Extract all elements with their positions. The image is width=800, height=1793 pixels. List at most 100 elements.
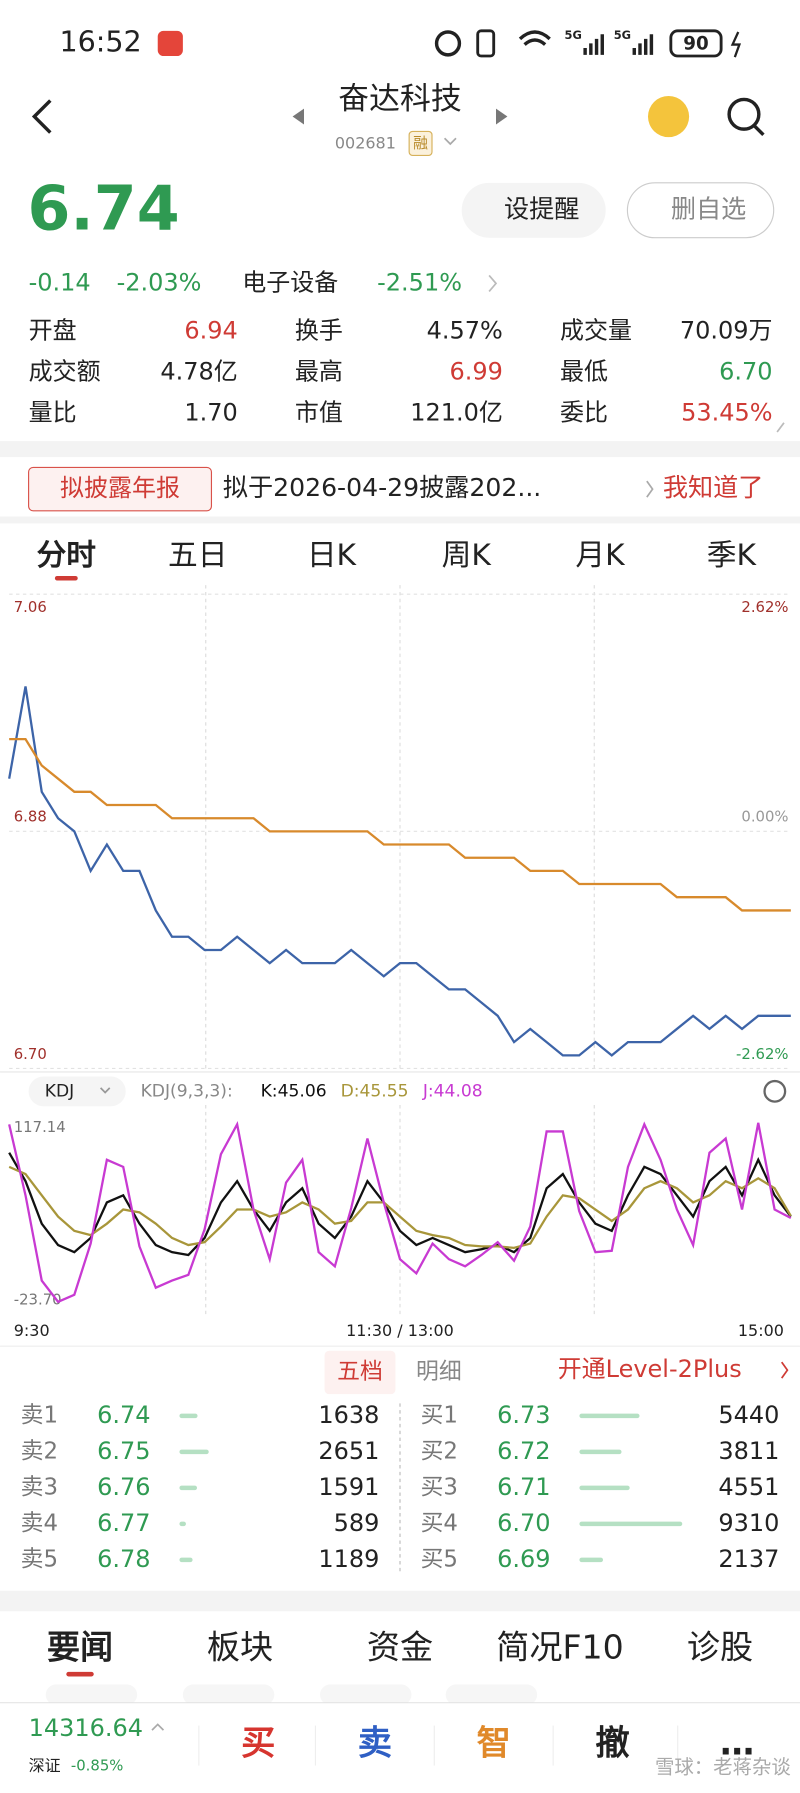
stat-value: 70.09万 xyxy=(680,316,773,344)
y-tick-label: 117.14 xyxy=(14,1118,66,1136)
stock-name: 奋达科技 xyxy=(338,81,461,117)
alert-button[interactable] xyxy=(461,182,606,238)
book-tab-box[interactable] xyxy=(324,1350,396,1395)
book-volume: 1189 xyxy=(318,1545,379,1573)
expand-icon[interactable] xyxy=(776,422,785,433)
series-line xyxy=(9,737,791,912)
book-price: 6.77 xyxy=(97,1509,150,1537)
volume-bar xyxy=(179,1557,193,1563)
stat-value: 6.94 xyxy=(184,316,237,344)
prev-stock[interactable] xyxy=(292,108,305,125)
volume-bar xyxy=(579,1521,683,1527)
index-name: 深证 xyxy=(29,1756,61,1775)
chart-tabs: 分时 五日 日K 周K 月K 季K xyxy=(37,538,758,581)
volume-bar xyxy=(179,1449,209,1455)
sub-pill xyxy=(445,1684,538,1706)
trade-action[interactable]: 买 xyxy=(241,1724,275,1764)
sector-arrow[interactable] xyxy=(488,274,498,292)
mascot-icon[interactable] xyxy=(647,95,690,138)
search-handle xyxy=(753,124,765,137)
remove-watch-button[interactable] xyxy=(626,182,775,239)
stat-label: 量比 xyxy=(29,399,77,427)
volume-bar xyxy=(579,1485,630,1491)
next-stock[interactable] xyxy=(495,108,508,125)
stat-label: 市值 xyxy=(295,399,343,427)
book-volume: 5440 xyxy=(718,1401,779,1429)
legend-entry: K:45.06 xyxy=(261,1081,327,1101)
index-value: 14316.64 xyxy=(29,1714,143,1742)
y2-tick-label: 2.62% xyxy=(741,598,788,616)
battery-icon xyxy=(669,29,723,58)
stat-label: 最低 xyxy=(560,358,608,386)
book-price: 6.75 xyxy=(97,1437,150,1465)
book-price: 6.72 xyxy=(497,1437,550,1465)
news-tab[interactable]: 简况F10 xyxy=(496,1628,623,1667)
trade-action[interactable]: … xyxy=(720,1724,754,1764)
stock-code: 002681 xyxy=(335,133,396,152)
sub-pill xyxy=(320,1684,412,1706)
chart-tab[interactable]: 分时 xyxy=(37,538,97,573)
chart-tab[interactable]: 五日 xyxy=(168,538,227,573)
indicator-selector-box[interactable] xyxy=(28,1076,126,1107)
index-arrow[interactable] xyxy=(151,1723,165,1731)
divider xyxy=(0,516,800,524)
app-icon xyxy=(157,30,183,56)
trade-action[interactable]: 卖 xyxy=(358,1724,392,1764)
y-tick-label: -23.70 xyxy=(14,1290,62,1308)
news-tab[interactable]: 板块 xyxy=(207,1628,273,1667)
battery-level: 90 xyxy=(683,34,708,55)
book-volume: 9310 xyxy=(718,1509,779,1537)
back-button[interactable] xyxy=(31,99,52,134)
volume-bar xyxy=(179,1485,198,1491)
book-level: 买3 xyxy=(421,1474,458,1500)
search-button[interactable] xyxy=(727,97,761,131)
book-volume: 1591 xyxy=(318,1473,379,1501)
book-level: 买5 xyxy=(421,1546,458,1572)
margin-tag-box xyxy=(408,130,433,156)
tab-indicator xyxy=(54,575,78,581)
selector-arrow xyxy=(99,1087,111,1094)
trade-action[interactable]: 撤 xyxy=(595,1724,629,1764)
book-price: 6.71 xyxy=(497,1473,550,1501)
vibrate-icon xyxy=(476,29,496,58)
news-tab[interactable]: 要闻 xyxy=(47,1628,113,1667)
notice-arrow xyxy=(646,480,654,498)
book-level: 买2 xyxy=(421,1438,458,1464)
y-tick-label: 6.88 xyxy=(14,808,47,826)
legend-entry: D:45.55 xyxy=(341,1081,409,1101)
stat-label: 换手 xyxy=(295,316,343,344)
volume-bar xyxy=(179,1413,198,1419)
dropdown-icon[interactable] xyxy=(443,137,457,146)
book-volume: 3811 xyxy=(718,1437,779,1465)
signal-icon xyxy=(632,34,654,55)
volume-bar xyxy=(579,1557,604,1563)
chart-tab[interactable]: 日K xyxy=(307,538,358,573)
series-line xyxy=(8,1165,792,1250)
chart-tab[interactable]: 月K xyxy=(575,538,626,573)
news-tab[interactable]: 诊股 xyxy=(687,1628,753,1667)
trade-action[interactable]: 智 xyxy=(477,1724,511,1764)
stat-label: 成交量 xyxy=(560,316,632,344)
book-level: 买1 xyxy=(421,1402,458,1428)
book-volume: 1638 xyxy=(318,1401,379,1429)
book-price: 6.78 xyxy=(97,1545,150,1573)
book-tab[interactable]: 明细 xyxy=(416,1359,462,1385)
alarm-icon xyxy=(434,30,462,57)
chart-tab[interactable]: 周K xyxy=(442,538,493,573)
notice-text[interactable]: 拟于2026-04-29披露202... xyxy=(223,473,541,502)
settings-button[interactable] xyxy=(763,1079,787,1103)
book-level: 卖3 xyxy=(21,1474,58,1500)
book-level: 买4 xyxy=(421,1510,458,1536)
stat-value: 4.78亿 xyxy=(160,358,237,386)
volume-bar xyxy=(179,1521,186,1527)
notice-action[interactable]: 我知道了 xyxy=(663,473,764,502)
volume-bar xyxy=(579,1413,640,1419)
price-change: -0.14 xyxy=(29,268,91,296)
price-chart: 6.70 6.88 7.06 -2.62% 0.00% 2.62% xyxy=(8,585,791,1070)
chart-tab[interactable]: 季K xyxy=(707,538,758,573)
upgrade-link[interactable]: 开通Level-2Plus xyxy=(558,1355,742,1383)
news-tab[interactable]: 资金 xyxy=(367,1628,433,1667)
book-tab[interactable]: 五档 xyxy=(337,1359,383,1385)
book-price: 6.70 xyxy=(497,1509,550,1537)
